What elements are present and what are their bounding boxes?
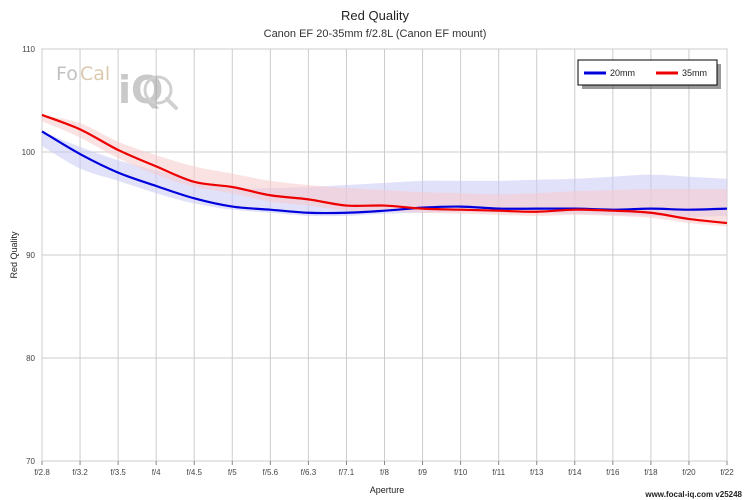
x-tick-label: f/4.5	[186, 468, 202, 477]
x-tick-label: f/9	[418, 468, 427, 477]
focal-iq-logo: Fo Cal iQ	[56, 63, 178, 112]
y-axis-ticks: 70 80 90 100 110	[22, 45, 36, 466]
x-tick-label: f/14	[568, 468, 582, 477]
magnifier-icon	[143, 75, 178, 110]
legend-label-20mm: 20mm	[610, 68, 635, 78]
x-tick-label: f/3.2	[72, 468, 88, 477]
logo-text-iq: iQ	[118, 68, 163, 112]
x-tick-label: f/8	[380, 468, 389, 477]
y-tick-label: 90	[26, 251, 35, 260]
x-axis-ticks: f/2.8 f/3.2 f/3.5 f/4 f/4.5 f/5 f/5.6 f/6.3 f/7.…	[34, 461, 734, 477]
x-tick-label: f/22	[720, 468, 734, 477]
footer-watermark: www.focal-iq.com v25248	[644, 490, 742, 499]
legend: 20mm 35mm	[577, 59, 721, 89]
x-tick-label: f/11	[492, 468, 505, 477]
legend-label-35mm: 35mm	[682, 68, 707, 78]
chart-title: Red Quality	[341, 8, 409, 23]
band-35mm	[42, 114, 727, 227]
confidence-bands	[42, 114, 727, 227]
y-tick-label: 110	[22, 45, 35, 54]
x-tick-label: f/2.8	[34, 468, 50, 477]
grid	[41, 48, 728, 462]
x-tick-label: f/20	[682, 468, 696, 477]
x-tick-label: f/5.6	[263, 468, 279, 477]
x-tick-label: f/10	[454, 468, 468, 477]
y-tick-label: 100	[22, 148, 36, 157]
x-tick-label: f/18	[644, 468, 658, 477]
x-axis-label: Aperture	[370, 485, 405, 495]
y-tick-label: 70	[26, 457, 35, 466]
y-axis-label: Red Quality	[9, 231, 19, 279]
x-tick-label: f/4	[152, 468, 161, 477]
series-line-35mm	[41, 113, 728, 225]
x-tick-label: f/13	[530, 468, 544, 477]
x-tick-label: f/16	[606, 468, 620, 477]
y-tick-label: 80	[26, 354, 35, 363]
series-lines	[41, 113, 728, 225]
chart-subtitle: Canon EF 20-35mm f/2.8L (Canon EF mount)	[264, 28, 487, 40]
x-tick-label: f/6.3	[301, 468, 317, 477]
x-tick-label: f/7.1	[339, 468, 355, 477]
x-tick-label: f/5	[228, 468, 237, 477]
logo-text-fo: Fo	[56, 63, 78, 85]
x-tick-label: f/3.5	[110, 468, 126, 477]
logo-text-cal: Cal	[80, 63, 110, 85]
